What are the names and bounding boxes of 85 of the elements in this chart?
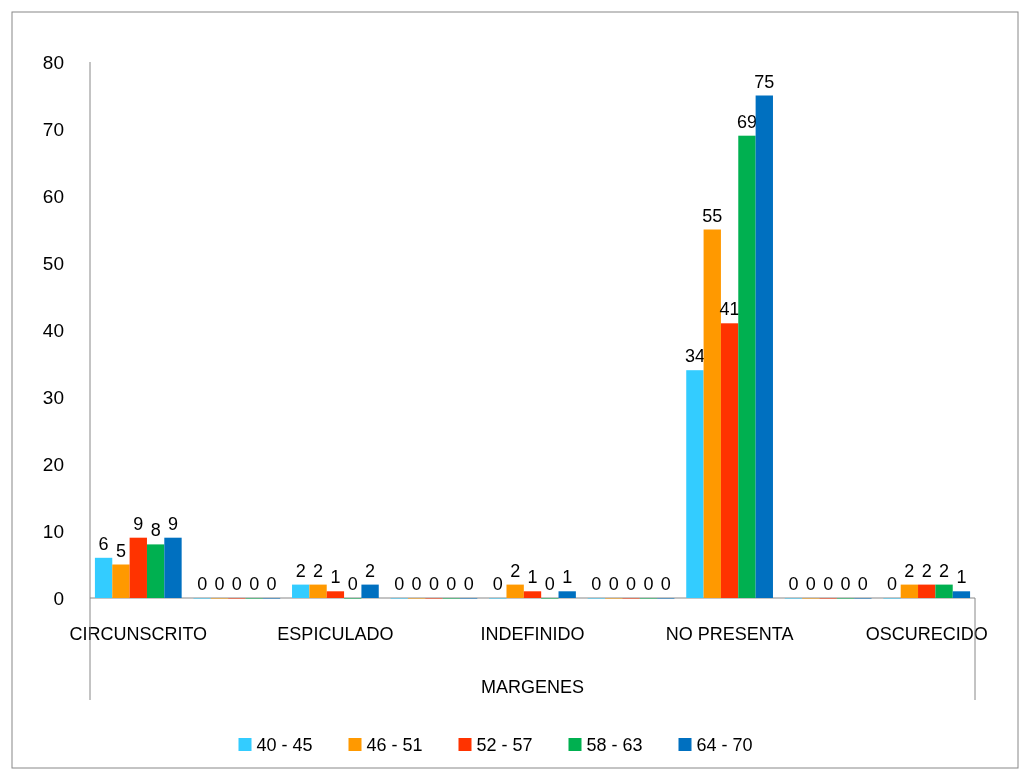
bar (292, 584, 310, 598)
data-label: 2 (295, 560, 306, 581)
bar (112, 564, 130, 598)
data-label: 0 (249, 574, 260, 594)
data-label: 8 (150, 520, 161, 541)
data-label: 5 (115, 540, 126, 561)
legend-label: 40 - 45 (256, 735, 313, 756)
data-label: 1 (562, 567, 573, 588)
bar (146, 544, 165, 598)
bar (918, 584, 936, 598)
bar (738, 135, 756, 598)
bar (506, 584, 524, 598)
bar (309, 584, 327, 598)
x-tick-label: OSCURECIDO (865, 624, 988, 644)
data-label: 0 (643, 574, 654, 594)
data-label: 0 (857, 574, 868, 594)
data-label: 0 (394, 574, 405, 594)
data-label: 0 (197, 574, 208, 594)
legend-label: 64 - 70 (696, 735, 753, 756)
data-label: 2 (904, 560, 915, 581)
data-label: 2 (921, 560, 932, 581)
data-label: 0 (492, 574, 503, 594)
y-tick-label: 10 (42, 520, 64, 542)
data-label: 0 (626, 574, 637, 594)
bar (952, 591, 971, 598)
data-label: 0 (463, 574, 474, 594)
data-label: 0 (428, 574, 439, 594)
data-label: 0 (823, 574, 834, 594)
y-tick-label: 50 (42, 252, 64, 274)
data-label: 1 (527, 567, 538, 588)
data-label: 0 (411, 574, 422, 594)
bar (164, 537, 182, 598)
data-label: 55 (702, 205, 723, 226)
data-label: 9 (133, 513, 144, 534)
data-label: 9 (167, 513, 178, 534)
legend-label: 52 - 57 (476, 735, 533, 756)
y-tick-label: 20 (42, 453, 64, 475)
bar (361, 584, 379, 598)
bar (523, 591, 542, 598)
bar (935, 584, 953, 598)
data-label: 0 (214, 574, 225, 594)
data-label: 0 (544, 574, 555, 594)
data-label: 0 (805, 574, 816, 594)
bar (326, 591, 345, 598)
data-label: 2 (365, 560, 376, 581)
y-tick-label: 60 (42, 185, 64, 207)
bar (129, 537, 147, 598)
y-tick-label: 30 (42, 386, 64, 408)
x-tick-label: INDEFINIDO (480, 624, 585, 644)
data-label: 1 (956, 567, 967, 588)
y-tick-label: 40 (42, 319, 64, 341)
x-tick-label: NO PRESENTA (665, 624, 794, 644)
data-label: 34 (684, 346, 705, 367)
bar (720, 323, 739, 598)
data-label: 69 (736, 111, 757, 132)
x-tick-label: CIRCUNSCRITO (69, 624, 208, 644)
data-label: 2 (510, 560, 521, 581)
data-label: 0 (788, 574, 799, 594)
bar (703, 229, 721, 598)
y-tick-label: 80 (42, 51, 64, 73)
y-tick-label: 70 (42, 118, 64, 140)
data-label: 0 (840, 574, 851, 594)
data-label: 0 (266, 574, 277, 594)
y-tick-label: 0 (53, 587, 64, 609)
data-label: 0 (608, 574, 619, 594)
x-tick-label: ESPICULADO (277, 624, 394, 644)
data-label: 0 (660, 574, 671, 594)
data-label: 6 (98, 533, 109, 554)
bar (755, 95, 773, 598)
bar (686, 370, 704, 598)
legend-label: 46 - 51 (366, 735, 423, 756)
x-axis-title: MARGENES (480, 677, 585, 697)
data-label: 2 (313, 560, 324, 581)
data-label: 0 (446, 574, 457, 594)
data-label: 0 (347, 574, 358, 594)
bar (558, 591, 576, 598)
data-label: 2 (939, 560, 950, 581)
data-label: 0 (231, 574, 242, 594)
bar (94, 557, 113, 598)
bar (900, 584, 919, 598)
data-label: 1 (330, 567, 341, 588)
data-label: 0 (887, 574, 898, 594)
data-label: 0 (591, 574, 602, 594)
legend-label: 58 - 63 (586, 735, 643, 756)
data-label: 75 (754, 71, 775, 92)
